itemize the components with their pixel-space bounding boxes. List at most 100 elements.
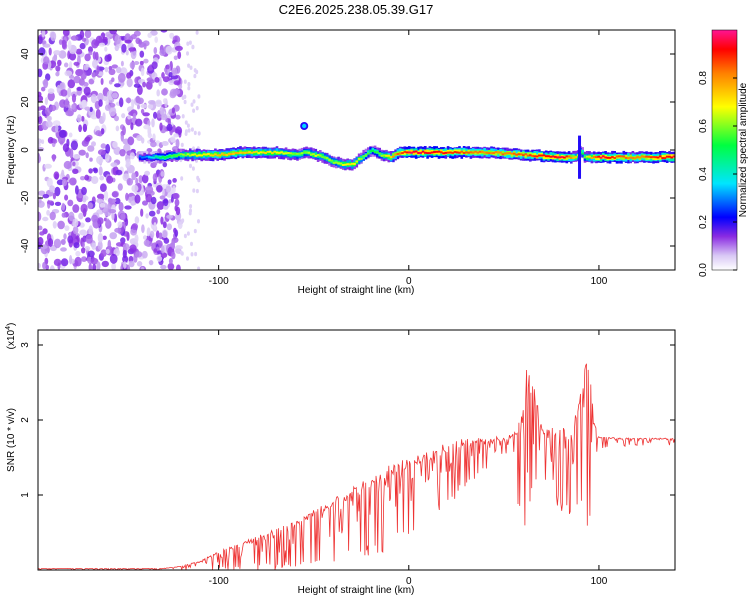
ridge-cell [620,155,623,160]
ridge-cell [408,151,411,154]
ridge-cell [440,151,443,154]
noise-speck [154,36,158,43]
ridge-cell [175,155,178,157]
ridge-cell [618,155,621,158]
noise-speck [192,108,196,113]
ridge-cell [398,152,402,155]
ridge-cell [453,151,457,153]
ridge-cell [373,151,377,154]
noise-speck [104,104,111,111]
ridge-cell [519,153,523,156]
ridge-cell [526,154,530,157]
ridge-cell [364,154,368,157]
ridge-cell [385,154,388,157]
noise-speck [102,235,107,240]
ridge-cell [147,156,151,158]
ridge-cell [138,155,142,158]
noise-speck [73,242,80,249]
ridge-cell [421,150,425,155]
noise-speck [189,163,192,169]
noise-speck [154,77,160,83]
noise-speck [111,191,119,198]
ridge-cell [344,161,347,166]
noise-speck [111,262,116,270]
noise-speck [38,153,41,163]
ridge-cell [483,151,486,154]
noise-speck [81,115,85,122]
spectrogram-y-label: Frequency (Hz) [6,116,17,185]
ridge-cell [268,151,272,155]
spectrogram-x-tick-label: -100 [209,276,229,287]
ridge-cell [494,151,498,154]
noise-speck [137,104,140,110]
noise-speck [188,40,192,45]
noise-speck [128,260,135,268]
ridge-cell [257,150,260,154]
noise-speck [49,211,56,221]
noise-speck [46,209,50,216]
noise-speck [52,120,61,127]
ridge-cell [542,155,546,159]
noise-speck [80,176,86,181]
ridge-cell [319,154,322,157]
ridge-cell [586,155,589,158]
noise-speck [38,95,44,103]
noise-speck [76,86,83,91]
noise-speck [53,171,60,180]
noise-speck [133,61,140,65]
noise-speck [163,237,170,244]
noise-speck [75,250,81,257]
snr-x-ticks: -100 0 100 [209,330,608,587]
noise-speck [41,30,46,38]
noise-speck [125,218,129,226]
noise-speck [165,185,171,193]
snr-panel: -100 0 100 1 2 3 Height of straight line (km… [5,323,676,596]
noise-speck [73,61,80,66]
noise-speck [195,30,199,35]
noise-speck [174,245,181,254]
ridge-cell [239,149,242,154]
snr-x-tick-label: -100 [209,576,229,587]
noise-speck [67,199,74,207]
noise-speck [61,169,65,178]
ridge-cell [599,156,603,159]
ridge-cell [159,156,162,159]
noise-speck [120,237,126,244]
noise-speck [178,84,183,90]
ridge-cell [166,155,169,158]
noise-speck [136,261,143,267]
noise-speck [98,166,103,176]
noise-speck [76,114,82,123]
noise-speck [114,115,119,122]
noise-speck [147,132,152,139]
snr-frame [37,329,676,571]
noise-speck [52,138,58,144]
noise-speck [43,43,51,48]
ridge-cell [291,152,295,155]
ridge-cell [597,155,600,158]
noise-speck [186,231,190,236]
noise-speck [52,154,56,162]
ridge-cell [186,153,190,156]
spectrogram-y-tick-label: 40 [20,48,31,60]
noise-speck [160,30,168,33]
ridge-cell [264,152,267,154]
noise-speck [162,221,167,229]
noise-speck [156,201,165,210]
noise-speck [106,218,110,226]
noise-speck [172,88,181,95]
noise-speck [70,35,79,41]
noise-speck [180,142,184,148]
noise-speck [196,175,200,181]
spectrogram-y-ticks: 40 20 0 -20 -40 [20,48,675,253]
noise-speck [67,87,72,98]
noise-speck [174,198,180,207]
noise-speck [171,240,175,249]
noise-speck [140,208,144,217]
noise-speck [84,246,91,251]
noise-speck [46,200,54,205]
noise-speck [54,201,62,206]
noise-speck [153,111,158,119]
noise-speck [97,92,104,102]
noise-speck [96,198,104,204]
